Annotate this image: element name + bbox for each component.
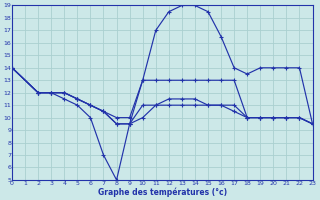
X-axis label: Graphe des températures (°c): Graphe des températures (°c) bbox=[98, 187, 227, 197]
